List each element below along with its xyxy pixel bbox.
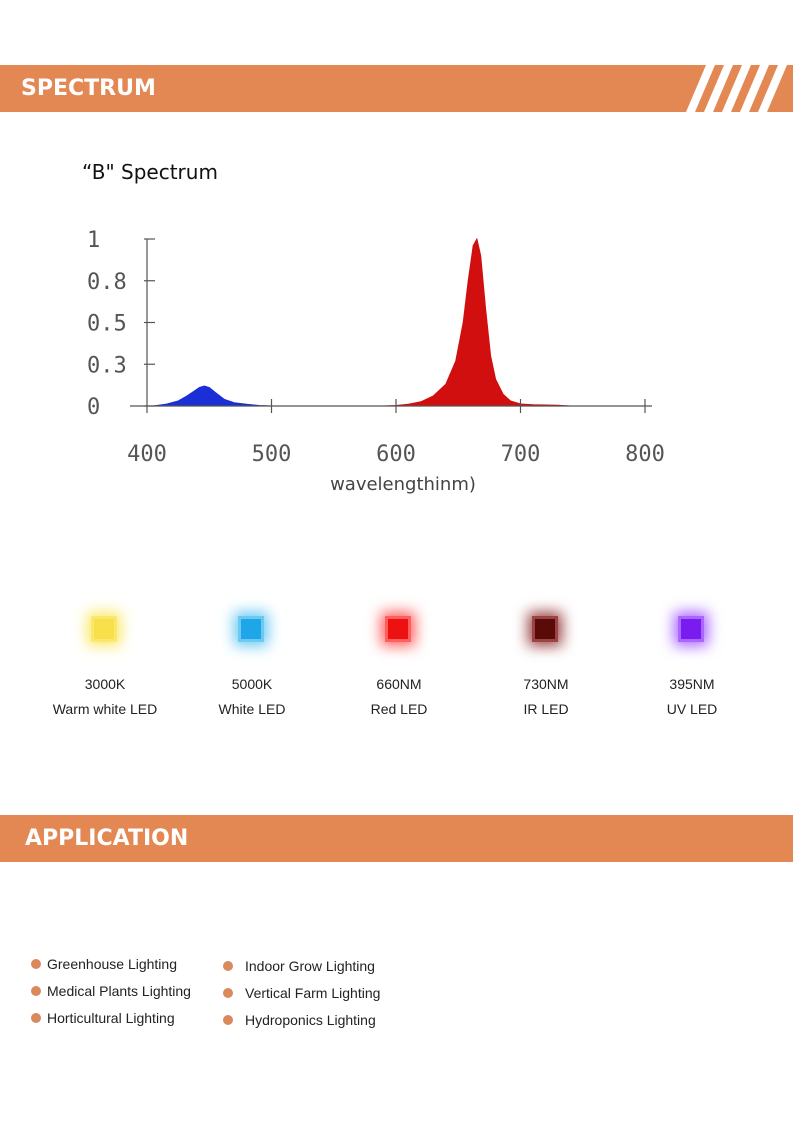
application-label: Horticultural Lighting [47, 1009, 175, 1026]
led-item: 660NM Red LED [329, 608, 469, 717]
application-item: Greenhouse Lighting [31, 950, 191, 977]
led-name: IR LED [523, 701, 569, 717]
led-name: UV LED [666, 701, 718, 717]
applications-list-right: Indoor Grow Lighting Vertical Farm Lighti… [223, 952, 380, 1033]
application-item: Horticultural Lighting [31, 1004, 191, 1031]
x-tick-label: 400 [127, 442, 167, 467]
led-value: 5000K [231, 676, 273, 692]
led-item: 395NM UV LED [622, 608, 762, 717]
application-item: Hydroponics Lighting [223, 1006, 380, 1033]
y-tick-label: 1 [87, 228, 100, 253]
application-label: Hydroponics Lighting [245, 1011, 376, 1028]
led-chip-icon [388, 619, 408, 639]
spectrum-chart: 400 500 600 700 800 0 0.3 0.5 0.8 1 wavelengthinm… [87, 228, 665, 495]
led-item: 5000K White LED [182, 608, 322, 717]
led-value: 3000K [84, 676, 126, 692]
led-name: White LED [218, 701, 286, 717]
header-stripes-decoration [686, 65, 787, 112]
y-tick-label: 0.8 [87, 270, 127, 295]
led-types-row: 3000K Warm white LED 5000K White LED 660NM Re… [0, 608, 793, 738]
led-chip-icon [535, 619, 555, 639]
led-value: 395NM [669, 676, 715, 692]
application-label: Medical Plants Lighting [47, 982, 191, 999]
bullet-dot-icon [31, 958, 41, 969]
y-tick-label: 0.5 [87, 312, 127, 337]
application-label: Indoor Grow Lighting [245, 957, 375, 974]
application-item: Indoor Grow Lighting [223, 952, 380, 979]
led-value: 730NM [523, 676, 569, 692]
application-header-band: APPLICATION [0, 815, 793, 862]
applications-list-left: Greenhouse Lighting Medical Plants Lighti… [31, 950, 191, 1031]
spectrum-heading: SPECTRUM [21, 76, 156, 101]
bullet-dot-icon [223, 1014, 233, 1025]
led-name: Red LED [370, 701, 428, 717]
led-item: 730NM IR LED [476, 608, 616, 717]
led-chip-icon [681, 619, 701, 639]
x-tick-label: 500 [252, 442, 292, 467]
y-tick-label: 0 [87, 395, 100, 420]
application-heading: APPLICATION [25, 826, 189, 851]
spectrum-title: “B" Spectrum [82, 160, 218, 184]
bullet-dot-icon [31, 1012, 41, 1023]
led-chip-icon [241, 619, 261, 639]
led-value: 660NM [376, 676, 422, 692]
x-axis-label: wavelengthinm) [330, 474, 476, 495]
bullet-dot-icon [31, 985, 41, 996]
bullet-dot-icon [223, 987, 233, 998]
x-tick-label: 700 [501, 442, 541, 467]
spectrum-header-band: SPECTRUM [0, 65, 793, 112]
y-tick-label: 0.3 [87, 353, 127, 378]
x-tick-label: 800 [625, 442, 665, 467]
application-label: Vertical Farm Lighting [245, 984, 381, 1001]
x-tick-label: 600 [376, 442, 416, 467]
application-item: Vertical Farm Lighting [223, 979, 380, 1006]
led-item: 3000K Warm white LED [35, 608, 175, 717]
bullet-dot-icon [223, 960, 233, 971]
spectrum-series-2 [383, 237, 571, 407]
application-item: Medical Plants Lighting [31, 977, 191, 1004]
led-name: Warm white LED [52, 701, 158, 717]
led-chip-icon [94, 619, 114, 639]
application-label: Greenhouse Lighting [47, 955, 177, 972]
spectrum-series-1 [153, 385, 272, 407]
